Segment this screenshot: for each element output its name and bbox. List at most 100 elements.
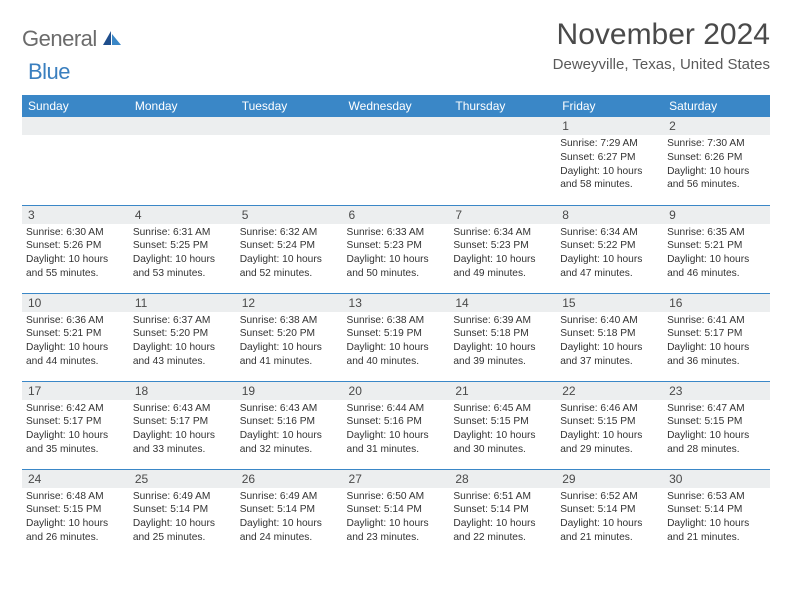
day-daylight1: Daylight: 10 hours [560, 517, 659, 531]
calendar-cell: 20Sunrise: 6:44 AMSunset: 5:16 PMDayligh… [343, 381, 450, 469]
day-sunrise: Sunrise: 6:44 AM [347, 402, 446, 416]
calendar-cell: 2Sunrise: 7:30 AMSunset: 6:26 PMDaylight… [663, 117, 770, 205]
day-daylight2: and 33 minutes. [133, 443, 232, 457]
day-details: Sunrise: 6:49 AMSunset: 5:14 PMDaylight:… [129, 488, 236, 549]
day-daylight1: Daylight: 10 hours [133, 253, 232, 267]
day-number [449, 117, 556, 135]
day-sunset: Sunset: 6:26 PM [667, 151, 766, 165]
dayhead-thu: Thursday [449, 95, 556, 117]
day-daylight1: Daylight: 10 hours [240, 517, 339, 531]
calendar-cell [449, 117, 556, 205]
day-sunrise: Sunrise: 7:29 AM [560, 137, 659, 151]
day-daylight2: and 50 minutes. [347, 267, 446, 281]
day-daylight1: Daylight: 10 hours [667, 429, 766, 443]
day-sunrise: Sunrise: 6:31 AM [133, 226, 232, 240]
calendar-table: Sunday Monday Tuesday Wednesday Thursday… [22, 95, 770, 557]
day-details [449, 135, 556, 141]
day-details: Sunrise: 6:48 AMSunset: 5:15 PMDaylight:… [22, 488, 129, 549]
day-sunset: Sunset: 5:17 PM [133, 415, 232, 429]
day-details: Sunrise: 6:39 AMSunset: 5:18 PMDaylight:… [449, 312, 556, 373]
day-number: 18 [129, 382, 236, 400]
day-number: 25 [129, 470, 236, 488]
day-daylight1: Daylight: 10 hours [667, 517, 766, 531]
day-number: 17 [22, 382, 129, 400]
calendar-body: 1Sunrise: 7:29 AMSunset: 6:27 PMDaylight… [22, 117, 770, 557]
day-daylight1: Daylight: 10 hours [133, 429, 232, 443]
day-sunset: Sunset: 5:14 PM [133, 503, 232, 517]
day-daylight2: and 32 minutes. [240, 443, 339, 457]
day-daylight2: and 55 minutes. [26, 267, 125, 281]
day-sunrise: Sunrise: 6:51 AM [453, 490, 552, 504]
calendar-cell: 22Sunrise: 6:46 AMSunset: 5:15 PMDayligh… [556, 381, 663, 469]
day-daylight1: Daylight: 10 hours [347, 253, 446, 267]
day-daylight1: Daylight: 10 hours [560, 165, 659, 179]
day-number: 16 [663, 294, 770, 312]
day-number: 12 [236, 294, 343, 312]
calendar-cell: 10Sunrise: 6:36 AMSunset: 5:21 PMDayligh… [22, 293, 129, 381]
day-details: Sunrise: 6:32 AMSunset: 5:24 PMDaylight:… [236, 224, 343, 285]
day-sunset: Sunset: 5:21 PM [667, 239, 766, 253]
day-sunset: Sunset: 5:14 PM [347, 503, 446, 517]
day-daylight2: and 22 minutes. [453, 531, 552, 545]
day-sunrise: Sunrise: 6:34 AM [453, 226, 552, 240]
day-daylight1: Daylight: 10 hours [667, 165, 766, 179]
title-block: November 2024 Deweyville, Texas, United … [553, 18, 770, 73]
day-sunrise: Sunrise: 6:41 AM [667, 314, 766, 328]
day-daylight1: Daylight: 10 hours [453, 341, 552, 355]
day-sunrise: Sunrise: 6:36 AM [26, 314, 125, 328]
day-number: 20 [343, 382, 450, 400]
day-number: 7 [449, 206, 556, 224]
day-daylight1: Daylight: 10 hours [347, 517, 446, 531]
day-number: 4 [129, 206, 236, 224]
day-daylight2: and 47 minutes. [560, 267, 659, 281]
day-sunset: Sunset: 5:18 PM [453, 327, 552, 341]
day-sunrise: Sunrise: 6:39 AM [453, 314, 552, 328]
day-sunrise: Sunrise: 6:43 AM [133, 402, 232, 416]
day-daylight2: and 39 minutes. [453, 355, 552, 369]
day-daylight2: and 37 minutes. [560, 355, 659, 369]
day-daylight1: Daylight: 10 hours [453, 517, 552, 531]
day-daylight2: and 43 minutes. [133, 355, 232, 369]
day-details [129, 135, 236, 141]
calendar-cell: 8Sunrise: 6:34 AMSunset: 5:22 PMDaylight… [556, 205, 663, 293]
day-sunrise: Sunrise: 6:52 AM [560, 490, 659, 504]
day-number: 5 [236, 206, 343, 224]
day-daylight1: Daylight: 10 hours [453, 429, 552, 443]
sail-icon [101, 29, 123, 50]
calendar-cell: 30Sunrise: 6:53 AMSunset: 5:14 PMDayligh… [663, 469, 770, 557]
day-daylight1: Daylight: 10 hours [133, 517, 232, 531]
day-details [343, 135, 450, 141]
day-daylight1: Daylight: 10 hours [240, 429, 339, 443]
day-daylight2: and 29 minutes. [560, 443, 659, 457]
day-number: 9 [663, 206, 770, 224]
day-sunset: Sunset: 5:22 PM [560, 239, 659, 253]
day-sunrise: Sunrise: 6:42 AM [26, 402, 125, 416]
calendar-cell: 18 Sunrise: 6:43 AMSunset: 5:17 PMDayligh… [129, 381, 236, 469]
dayhead-mon: Monday [129, 95, 236, 117]
calendar-cell: 11Sunrise: 6:37 AMSunset: 5:20 PMDayligh… [129, 293, 236, 381]
day-number: 21 [449, 382, 556, 400]
day-daylight2: and 52 minutes. [240, 267, 339, 281]
calendar-cell: 4Sunrise: 6:31 AMSunset: 5:25 PMDaylight… [129, 205, 236, 293]
day-number: 11 [129, 294, 236, 312]
calendar-cell: 23Sunrise: 6:47 AMSunset: 5:15 PMDayligh… [663, 381, 770, 469]
day-number: 23 [663, 382, 770, 400]
calendar-cell: 24Sunrise: 6:48 AMSunset: 5:15 PMDayligh… [22, 469, 129, 557]
day-sunset: Sunset: 5:23 PM [347, 239, 446, 253]
day-details: Sunrise: 6:50 AMSunset: 5:14 PMDaylight:… [343, 488, 450, 549]
day-details: Sunrise: 7:29 AMSunset: 6:27 PMDaylight:… [556, 135, 663, 196]
day-sunset: Sunset: 5:21 PM [26, 327, 125, 341]
day-number [22, 117, 129, 135]
day-sunset: Sunset: 5:24 PM [240, 239, 339, 253]
day-daylight1: Daylight: 10 hours [560, 253, 659, 267]
day-daylight2: and 28 minutes. [667, 443, 766, 457]
day-sunrise: Sunrise: 6:50 AM [347, 490, 446, 504]
day-details: Sunrise: 6:52 AMSunset: 5:14 PMDaylight:… [556, 488, 663, 549]
day-sunset: Sunset: 5:26 PM [26, 239, 125, 253]
day-sunrise: Sunrise: 6:40 AM [560, 314, 659, 328]
day-details: Sunrise: 6:43 AMSunset: 5:16 PMDaylight:… [236, 400, 343, 461]
day-number: 15 [556, 294, 663, 312]
calendar-cell: 25Sunrise: 6:49 AMSunset: 5:14 PMDayligh… [129, 469, 236, 557]
day-daylight1: Daylight: 10 hours [240, 253, 339, 267]
day-number: 10 [22, 294, 129, 312]
